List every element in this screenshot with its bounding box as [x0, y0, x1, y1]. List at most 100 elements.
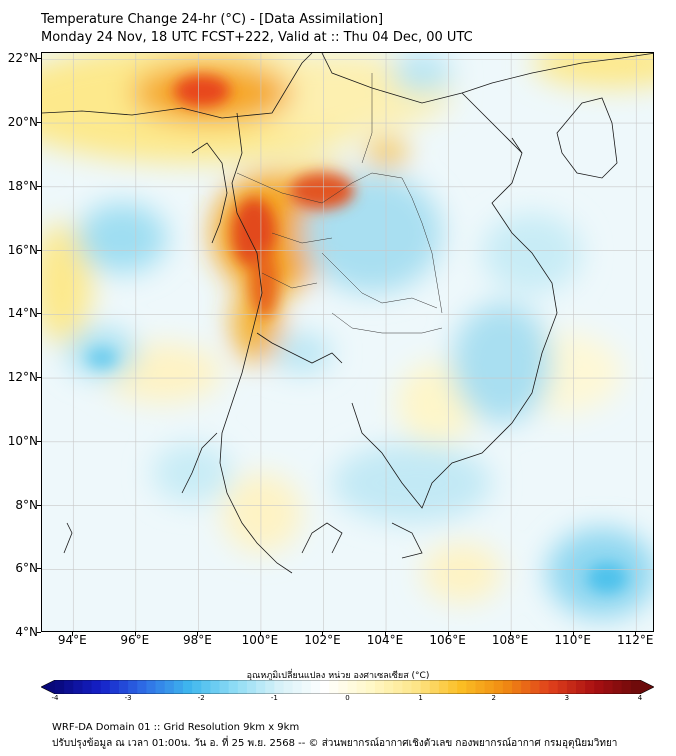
colorbar-cell	[630, 680, 641, 694]
colorbar-cell	[539, 680, 550, 694]
colorbar-cell	[347, 680, 358, 694]
colorbar-tick-label: 2	[491, 694, 496, 702]
colorbar-cell	[603, 680, 614, 694]
lon-tick	[447, 632, 449, 636]
gridlines	[42, 53, 653, 631]
temperature-change-map	[41, 52, 654, 632]
lon-tick-label: 104°E	[366, 633, 404, 647]
colorbar-tick-label: -2	[197, 694, 205, 702]
colorbar-cell	[201, 680, 211, 694]
lat-tick-label: 16°N	[7, 242, 38, 257]
colorbar-cell	[256, 680, 266, 694]
colorbar-cell	[155, 680, 166, 694]
colorbar-tick-label: -4	[51, 694, 59, 702]
colorbar-cell	[329, 680, 339, 694]
colorbar-cell	[566, 680, 577, 694]
lat-tick-label: 8°N	[15, 497, 38, 512]
colorbar-tick-label: -3	[124, 694, 132, 702]
colorbar-cell	[429, 680, 440, 694]
colorbar-cell	[118, 680, 129, 694]
lon-tick	[572, 632, 574, 636]
lon-tick-label: 96°E	[120, 633, 150, 647]
colorbar-cell	[91, 680, 102, 694]
lon-tick	[385, 632, 387, 636]
colorbar-max-extend	[640, 680, 654, 694]
lon-tick	[510, 632, 512, 636]
colorbar-cell	[73, 680, 84, 694]
lon-tick	[134, 632, 136, 636]
colorbar-cell	[548, 680, 559, 694]
colorbar-cell	[100, 680, 111, 694]
colorbar-cell	[621, 680, 632, 694]
model-info: WRF-DA Domain 01 :: Grid Resolution 9km …	[52, 722, 300, 733]
colorbar-cell	[530, 680, 541, 694]
colorbar-cell	[484, 680, 495, 694]
colorbar-cell	[402, 680, 413, 694]
lat-tick	[37, 58, 41, 60]
colorbar-cell	[576, 680, 586, 694]
lon-tick	[322, 632, 324, 636]
colorbar-cell	[55, 680, 65, 694]
colorbar-cell	[265, 680, 275, 694]
map-subtitle: Monday 24 Nov, 18 UTC FCST+222, Valid at…	[41, 30, 473, 45]
colorbar-cell	[466, 680, 477, 694]
lat-tick	[37, 504, 41, 506]
colorbar-title: อุณหภูมิเปลี่ยนแปลง หน่วย องศาเซลเซียส (…	[246, 671, 430, 681]
colorbar-tick-label: -1	[270, 694, 278, 702]
colorbar-cell	[393, 680, 403, 694]
lon-tick	[197, 632, 199, 636]
colorbar-cell	[137, 680, 148, 694]
colorbar-cell	[310, 680, 321, 694]
lat-tick	[37, 568, 41, 570]
colorbar-cell	[146, 680, 157, 694]
colorbar-cell	[173, 680, 184, 694]
borders	[236, 73, 443, 334]
colorbar-cell	[246, 680, 257, 694]
colorbar-cell	[356, 680, 367, 694]
colorbar-cell	[292, 680, 303, 694]
colorbar-cell	[64, 680, 74, 694]
colorbar-cell	[493, 680, 504, 694]
colorbar-cell	[109, 680, 120, 694]
lat-tick	[37, 313, 41, 315]
colorbar-cell	[164, 680, 175, 694]
colorbar-cell	[594, 680, 605, 694]
colorbar-cell	[521, 680, 531, 694]
colorbar-cell	[374, 680, 385, 694]
lat-tick	[37, 440, 41, 442]
lat-tick	[37, 185, 41, 187]
colorbar-cell	[182, 680, 193, 694]
lon-tick	[259, 632, 261, 636]
lat-tick-label: 18°N	[7, 178, 38, 193]
colorbar-cell	[585, 680, 595, 694]
map-canvas	[42, 53, 653, 631]
colorbar-cell	[338, 680, 349, 694]
colorbar-cell	[557, 680, 568, 694]
lon-tick-label: 102°E	[304, 633, 341, 647]
lon-tick-label: 106°E	[429, 633, 466, 647]
colorbar-cell	[210, 680, 221, 694]
colorbar-cell	[438, 680, 449, 694]
lat-tick-label: 10°N	[7, 433, 38, 448]
colorbar-min-extend	[41, 680, 55, 694]
colorbar-cell	[612, 680, 623, 694]
colorbar-tick-label: 1	[418, 694, 423, 702]
lon-tick-label: 100°E	[241, 633, 279, 647]
colorbar-cell	[457, 680, 467, 694]
colorbar-tick-label: 4	[637, 694, 643, 702]
colorbar-cell	[301, 680, 312, 694]
colorbar-cell	[128, 680, 138, 694]
colorbar-tick-label: 3	[564, 694, 570, 702]
colorbar-cell	[192, 680, 202, 694]
colorbar-tick-label: 0	[345, 694, 350, 702]
lon-tick-label: 94°E	[57, 633, 87, 647]
colorbar-cell	[274, 680, 285, 694]
colorbar-cell	[502, 680, 513, 694]
colorbar-cell	[237, 680, 248, 694]
colorbar-cell	[384, 680, 394, 694]
update-credit: ปรับปรุงข้อมูล ณ เวลา 01:00น. วัน อ. ที่…	[52, 738, 618, 749]
lon-tick	[635, 632, 637, 636]
lat-tick-label: 4°N	[15, 625, 38, 639]
lat-tick-label: 12°N	[7, 370, 38, 385]
colorbar	[41, 680, 654, 694]
